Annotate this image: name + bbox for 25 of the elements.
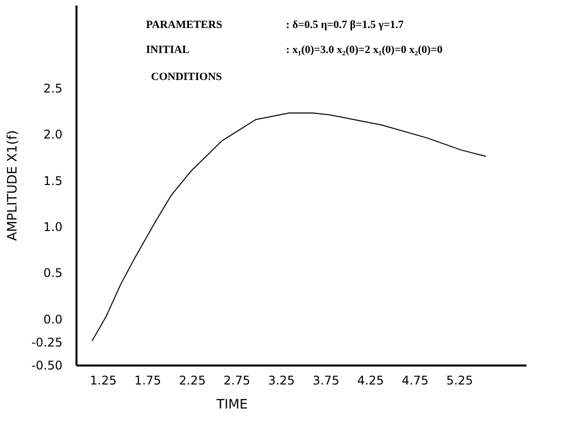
y-tick-label: -0.50 <box>31 358 62 372</box>
y-tick-label: 2.0 <box>43 128 62 142</box>
y-tick-label: -0.25 <box>31 335 62 350</box>
annotation: : δ=0.5 η=0.7 β=1.5 γ=1.7 <box>286 19 404 31</box>
annotation: INITIAL <box>146 44 190 56</box>
y-tick-label: 1.0 <box>43 220 62 234</box>
x-tick-label: 3.25 <box>268 374 295 388</box>
x-tick-label: 5.25 <box>446 374 474 388</box>
x-tick-label: 1.75 <box>134 374 162 388</box>
y-tick-label: 1.5 <box>43 174 62 188</box>
x-tick-label: 4.25 <box>357 374 384 388</box>
x-tick-label: 4.75 <box>402 374 428 388</box>
annotation: PARAMETERS <box>146 19 222 31</box>
y-axis-title: AMPLITUDE X1(f) <box>5 130 20 241</box>
x-axis-title: TIME <box>216 398 248 412</box>
annotation: CONDITIONS <box>151 71 222 83</box>
y-tick-label: 2.5 <box>43 82 62 96</box>
annotation: : x₁(0)=3.0 x₂(0)=2 x₁(0)=0 x₂(0)=0 <box>286 44 443 56</box>
x-tick-label: 3.75 <box>312 374 340 388</box>
x-tick-label: 1.25 <box>90 374 117 388</box>
line-series <box>92 112 486 342</box>
x-tick-label: 2.75 <box>224 374 250 388</box>
y-tick-label: 0.5 <box>43 266 62 280</box>
y-tick-label: 0.0 <box>43 312 62 326</box>
x-tick-label: 2.25 <box>178 374 206 388</box>
